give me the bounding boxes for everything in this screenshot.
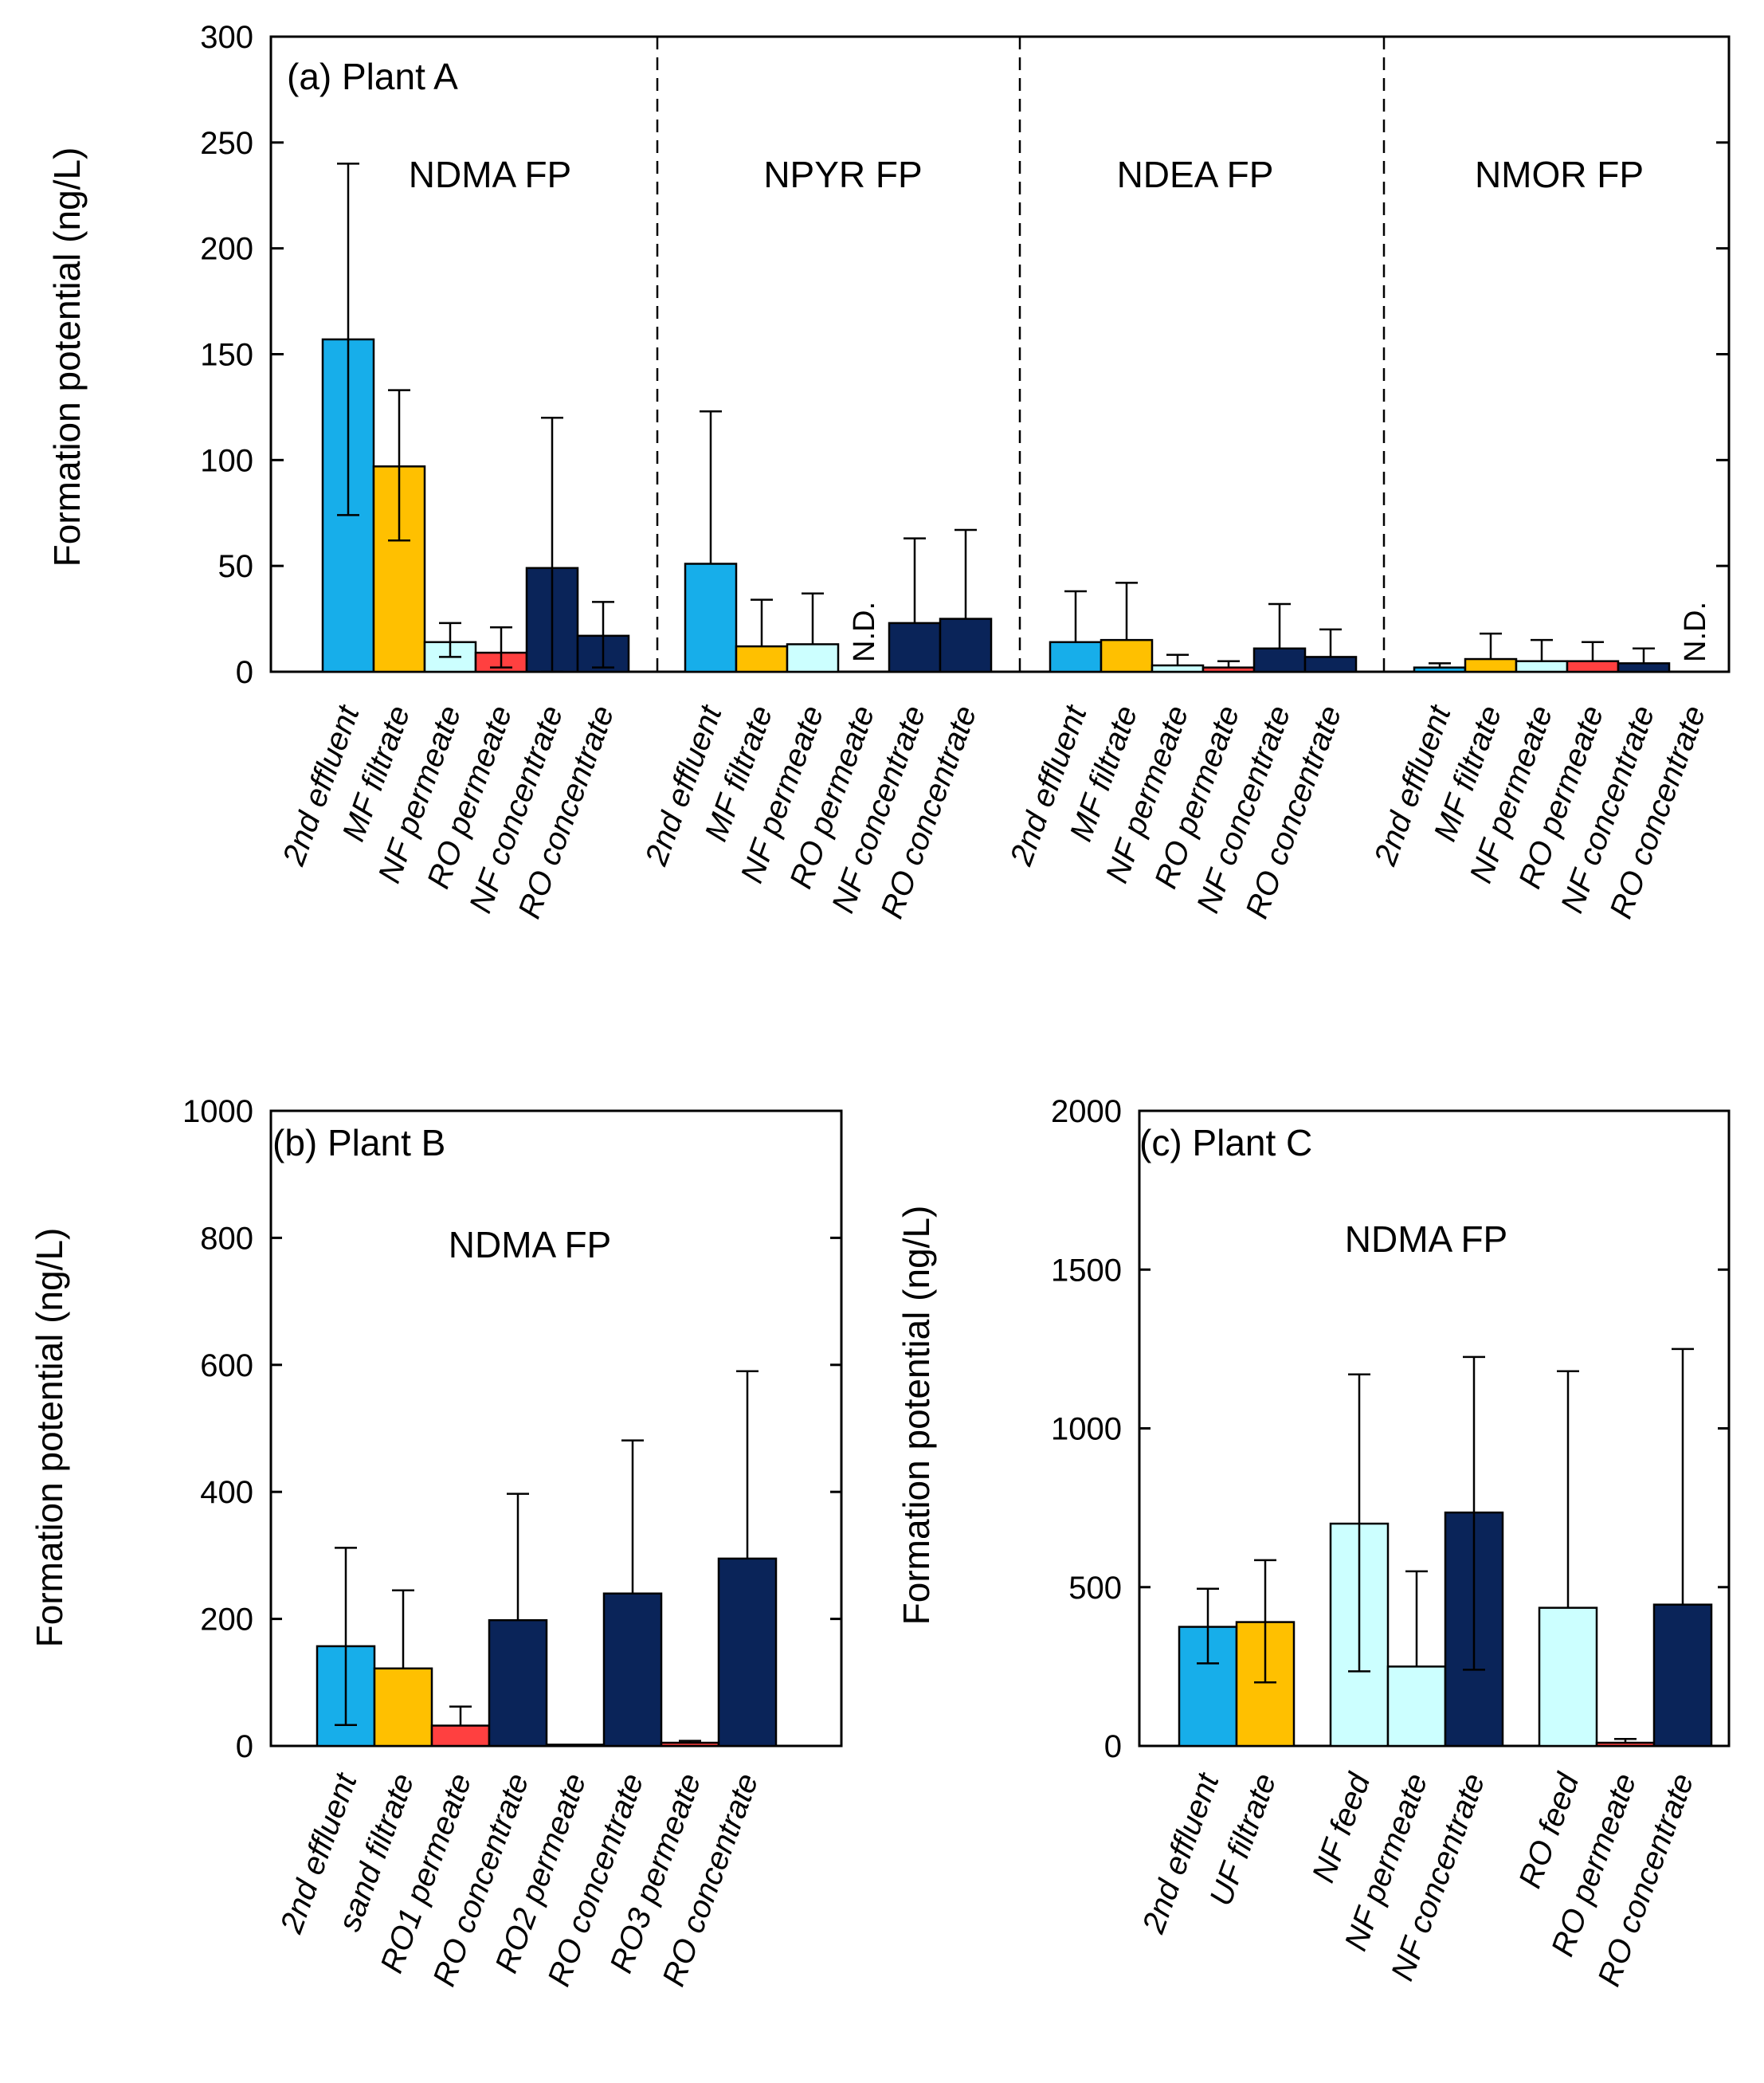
panel-a-group-label-nmor: NMOR FP bbox=[1475, 154, 1644, 195]
panel-a-bar bbox=[735, 645, 789, 673]
panel-a-bar bbox=[1413, 666, 1467, 673]
panel-a-bar bbox=[888, 622, 942, 673]
panel-a-bar bbox=[1464, 657, 1518, 673]
panel-c-y-axis-title: Formation potential (ng/L) bbox=[896, 1206, 937, 1626]
panel-a-y-axis-title: Formation potential (ng/L) bbox=[46, 147, 88, 567]
panel-b-title: (b) Plant B bbox=[272, 1122, 445, 1163]
panel-a-y-tick-label: 0 bbox=[236, 655, 253, 690]
panel-b-bar bbox=[717, 1557, 778, 1748]
panel-b-bar bbox=[660, 1741, 720, 1748]
panel-a-bar bbox=[1252, 647, 1307, 673]
panel-b-y-tick-label: 600 bbox=[200, 1348, 253, 1383]
panel-a-bar bbox=[1049, 641, 1103, 673]
panel-c-y-tick-label: 2000 bbox=[1051, 1094, 1122, 1129]
panel-a-y-tick-label: 200 bbox=[200, 232, 253, 267]
panel-a-group-label-npyr: NPYR FP bbox=[763, 154, 922, 195]
panel-a-bar bbox=[786, 643, 840, 673]
panel-b-bar bbox=[430, 1724, 491, 1748]
panel-c-bar bbox=[1595, 1741, 1656, 1748]
panel-c-y-tick-label: 1000 bbox=[1051, 1412, 1122, 1447]
panel-a-bar bbox=[684, 563, 738, 673]
panel-b-y-tick-label: 400 bbox=[200, 1475, 253, 1510]
panel-b-bar bbox=[602, 1592, 663, 1748]
panel-c-bar bbox=[1386, 1665, 1447, 1748]
panel-c-y-tick-label: 1500 bbox=[1051, 1253, 1122, 1288]
panel-a-y-tick-label: 100 bbox=[200, 443, 253, 478]
panel-a-group-label-ndma: NDMA FP bbox=[409, 154, 571, 195]
panel-a-y-tick-label: 250 bbox=[200, 126, 253, 161]
panel-a-bar bbox=[1201, 666, 1256, 673]
panel-b-y-axis-title: Formation potential (ng/L) bbox=[29, 1228, 70, 1648]
panel-b-bar bbox=[545, 1744, 606, 1748]
panel-a-y-tick-label: 50 bbox=[218, 549, 254, 584]
panel-c-group-label-ndma: NDMA FP bbox=[1345, 1218, 1507, 1260]
panel-a-bar bbox=[1515, 660, 1569, 673]
panel-b-y-tick-label: 200 bbox=[200, 1602, 253, 1638]
panel-a-title: (a) Plant A bbox=[287, 56, 458, 97]
panel-a-group-label-ndea: NDEA FP bbox=[1117, 154, 1274, 195]
panel-a-bar bbox=[939, 618, 993, 673]
panel-c-y-tick-label: 500 bbox=[1068, 1571, 1122, 1606]
panel-a-bar bbox=[1566, 660, 1620, 673]
panel-b-bar bbox=[373, 1667, 433, 1748]
panel-c-bar bbox=[1652, 1603, 1713, 1748]
panel-a-bar bbox=[1151, 664, 1205, 673]
panel-b-group-label-ndma: NDMA FP bbox=[449, 1224, 611, 1265]
panel-a-bar bbox=[1617, 662, 1671, 673]
panel-b-y-tick-label: 800 bbox=[200, 1221, 253, 1256]
panel-a-bar bbox=[1303, 656, 1358, 673]
panel-b-bar bbox=[488, 1618, 548, 1748]
panel-b-y-tick-label: 1000 bbox=[182, 1094, 253, 1129]
panel-c-bar bbox=[1538, 1606, 1598, 1748]
panel-a-bar bbox=[1100, 638, 1154, 673]
panel-c-title: (c) Plant C bbox=[1139, 1122, 1312, 1163]
panel-a-nd-label: N.D. bbox=[848, 602, 881, 662]
panel-a-y-tick-label: 150 bbox=[200, 338, 253, 373]
panel-b-y-tick-label: 0 bbox=[236, 1729, 253, 1764]
panel-c-y-tick-label: 0 bbox=[1104, 1729, 1122, 1764]
panel-a-nd-label: N.D. bbox=[1679, 602, 1712, 662]
panel-a-y-tick-label: 300 bbox=[200, 20, 253, 55]
